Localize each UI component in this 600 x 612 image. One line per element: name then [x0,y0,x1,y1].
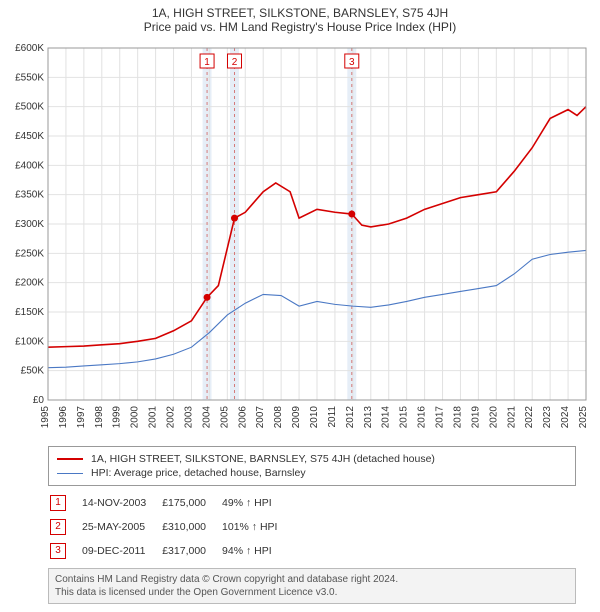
svg-text:2021: 2021 [506,406,517,429]
footer-line-1: Contains HM Land Registry data © Crown c… [55,573,569,586]
svg-text:2: 2 [232,57,238,68]
marker-price: £310,000 [162,516,220,538]
svg-text:£450K: £450K [15,131,44,142]
svg-text:1997: 1997 [76,406,87,429]
legend-label-2: HPI: Average price, detached house, Barn… [91,467,306,479]
svg-text:2016: 2016 [417,406,428,429]
chart-svg: £0 £50K £100K £150K £200K £250K £300K £350K £400… [0,40,600,440]
marker-row: 2 25-MAY-2005£310,000101% ↑ HPI [50,516,291,538]
svg-text:2006: 2006 [237,406,248,429]
marker-hpi: 101% ↑ HPI [222,516,291,538]
marker-number: 1 [50,495,66,511]
legend-row-1: 1A, HIGH STREET, SILKSTONE, BARNSLEY, S7… [57,452,567,466]
svg-text:3: 3 [349,57,355,68]
svg-text:2005: 2005 [219,406,230,429]
svg-text:1995: 1995 [40,406,51,429]
marker-number: 2 [50,519,66,535]
marker-row: 3 09-DEC-2011£317,00094% ↑ HPI [50,540,291,562]
svg-text:2004: 2004 [201,406,212,429]
marker-price: £317,000 [162,540,220,562]
svg-text:2003: 2003 [183,406,194,429]
svg-text:2009: 2009 [291,406,302,429]
marker-hpi: 49% ↑ HPI [222,492,291,514]
chart-title-line2: Price paid vs. HM Land Registry's House … [0,20,600,40]
legend: 1A, HIGH STREET, SILKSTONE, BARNSLEY, S7… [48,446,576,486]
svg-text:1998: 1998 [94,406,105,429]
svg-text:£200K: £200K [15,278,44,289]
svg-text:£50K: £50K [21,366,45,377]
svg-text:£0: £0 [33,395,45,406]
svg-text:1996: 1996 [58,406,69,429]
svg-text:2017: 2017 [435,406,446,429]
markers-table: 1 14-NOV-2003£175,00049% ↑ HPI 2 25-MAY-200… [48,490,293,564]
svg-text:£550K: £550K [15,72,44,83]
svg-text:2024: 2024 [560,406,571,429]
svg-text:2010: 2010 [309,406,320,429]
svg-text:£100K: £100K [15,336,44,347]
svg-text:2022: 2022 [524,406,535,429]
svg-text:2007: 2007 [255,406,266,429]
svg-text:2011: 2011 [327,406,338,428]
legend-row-2: HPI: Average price, detached house, Barn… [57,466,567,480]
svg-text:£350K: £350K [15,190,44,201]
chart-area: £0 £50K £100K £150K £200K £250K £300K £350K £400… [0,40,600,440]
marker-date: 14-NOV-2003 [82,492,160,514]
footer-line-2: This data is licensed under the Open Gov… [55,586,569,599]
marker-price: £175,000 [162,492,220,514]
page-container: 1A, HIGH STREET, SILKSTONE, BARNSLEY, S7… [0,0,600,604]
svg-text:2008: 2008 [273,406,284,429]
legend-swatch-2 [57,473,83,474]
svg-text:2019: 2019 [470,406,481,429]
svg-text:£250K: £250K [15,248,44,259]
marker-number: 3 [50,543,66,559]
svg-text:2018: 2018 [452,406,463,429]
svg-text:£400K: £400K [15,160,44,171]
marker-hpi: 94% ↑ HPI [222,540,291,562]
marker-row: 1 14-NOV-2003£175,00049% ↑ HPI [50,492,291,514]
footer-attribution: Contains HM Land Registry data © Crown c… [48,568,576,604]
svg-text:2025: 2025 [578,406,589,429]
marker-date: 09-DEC-2011 [82,540,160,562]
svg-text:1: 1 [204,57,210,68]
svg-text:£150K: £150K [15,307,44,318]
legend-label-1: 1A, HIGH STREET, SILKSTONE, BARNSLEY, S7… [91,453,435,465]
svg-text:2023: 2023 [542,406,553,429]
svg-text:£500K: £500K [15,102,44,113]
svg-text:2015: 2015 [399,406,410,429]
svg-text:2002: 2002 [166,406,177,429]
chart-title-line1: 1A, HIGH STREET, SILKSTONE, BARNSLEY, S7… [0,0,600,20]
svg-text:2020: 2020 [488,406,499,429]
svg-text:2000: 2000 [130,406,141,429]
svg-text:2014: 2014 [381,406,392,429]
svg-text:1999: 1999 [112,406,123,429]
svg-text:£600K: £600K [15,43,44,54]
svg-text:2001: 2001 [148,406,159,429]
svg-text:£300K: £300K [15,219,44,230]
svg-text:2013: 2013 [363,406,374,429]
svg-text:2012: 2012 [345,406,356,429]
marker-date: 25-MAY-2005 [82,516,160,538]
legend-swatch-1 [57,458,83,460]
